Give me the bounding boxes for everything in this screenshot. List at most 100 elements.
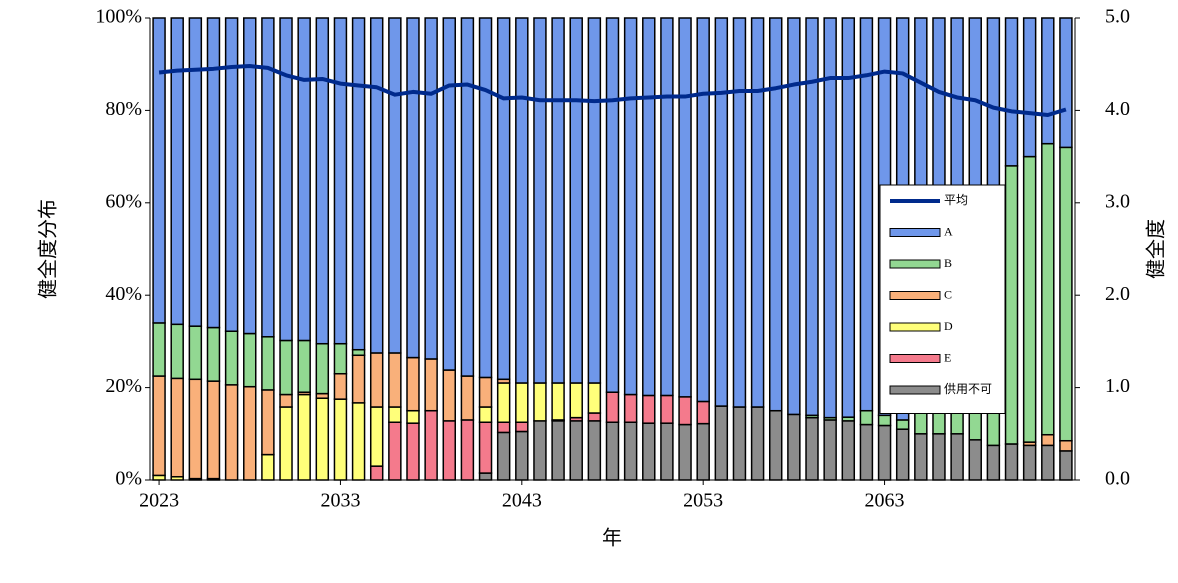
bar-segment bbox=[496, 431, 511, 481]
bar-segment bbox=[769, 17, 783, 412]
bar-segment bbox=[515, 421, 529, 433]
legend-label: B bbox=[944, 256, 952, 270]
legend-label: 供用不可 bbox=[944, 382, 992, 396]
bar-segment bbox=[660, 17, 674, 397]
y2-axis-label: 健全度 bbox=[1145, 219, 1168, 279]
y2-tick-label: 3.0 bbox=[1105, 190, 1130, 212]
bar-segment bbox=[551, 420, 565, 481]
bar-segment bbox=[406, 356, 420, 412]
bar-segment bbox=[351, 17, 366, 351]
legend-swatch bbox=[889, 322, 941, 332]
bar-segment bbox=[224, 17, 239, 332]
bar-segment bbox=[1041, 444, 1055, 481]
bar-segment bbox=[859, 409, 874, 426]
bar-segment bbox=[261, 17, 275, 338]
bar-segment bbox=[986, 444, 1001, 481]
bar-segment bbox=[188, 378, 203, 480]
bar-segment bbox=[1041, 142, 1055, 436]
bar-segment bbox=[696, 17, 710, 403]
bar-segment bbox=[152, 375, 166, 477]
bar-segment bbox=[515, 17, 529, 384]
bar-segment bbox=[478, 376, 493, 408]
bar-segment bbox=[406, 17, 420, 359]
bar-segment bbox=[642, 394, 656, 424]
bar-segment bbox=[261, 389, 275, 456]
bar-segment bbox=[569, 420, 583, 481]
bar-segment bbox=[406, 422, 420, 481]
y-tick-label: 80% bbox=[105, 98, 142, 120]
bar-segment bbox=[351, 354, 366, 404]
bar-segment bbox=[696, 400, 710, 425]
bar-segment bbox=[460, 419, 475, 481]
legend-label: 平均 bbox=[944, 193, 968, 207]
x-tick-label: 2063 bbox=[865, 490, 905, 512]
bar-segment bbox=[569, 17, 583, 384]
bar-segment bbox=[206, 17, 221, 329]
bar-segment bbox=[406, 409, 420, 424]
legend-label: A bbox=[944, 224, 953, 238]
bar-segment bbox=[877, 414, 892, 427]
bar-segment bbox=[895, 419, 910, 430]
bar-segment bbox=[152, 322, 166, 377]
bar-segment bbox=[351, 402, 366, 481]
bar-segment bbox=[986, 17, 1001, 209]
bar-segment bbox=[243, 385, 257, 481]
bar-segment bbox=[823, 419, 837, 481]
bar-segment bbox=[678, 423, 692, 481]
y2-tick-label: 5.0 bbox=[1105, 6, 1130, 28]
x-tick-label: 2033 bbox=[320, 490, 360, 512]
bar-segment bbox=[605, 421, 620, 481]
bar-segment bbox=[515, 430, 529, 481]
bar-segment bbox=[1022, 155, 1037, 443]
bar-segment bbox=[478, 472, 493, 481]
legend-swatch bbox=[889, 385, 941, 395]
legend-swatch bbox=[889, 259, 941, 269]
bar-segment bbox=[714, 17, 729, 407]
bar-segment bbox=[188, 325, 203, 381]
bar-segment bbox=[1022, 444, 1037, 481]
bar-segment bbox=[442, 17, 457, 371]
bar-segment bbox=[206, 380, 221, 480]
bar-segment bbox=[642, 17, 656, 397]
bar-segment bbox=[805, 17, 819, 417]
bar-segment bbox=[1004, 443, 1019, 481]
x-tick-label: 2023 bbox=[139, 490, 179, 512]
bar-segment bbox=[660, 422, 674, 481]
bar-segment bbox=[315, 397, 330, 481]
bar-segment bbox=[805, 416, 819, 481]
y2-tick-label: 4.0 bbox=[1105, 98, 1130, 120]
bar-segment bbox=[388, 352, 402, 408]
bar-segment bbox=[750, 406, 765, 481]
bar-segment bbox=[587, 382, 602, 414]
bar-segment bbox=[188, 17, 203, 327]
bar-segment bbox=[369, 17, 384, 354]
bar-segment bbox=[660, 394, 674, 424]
bar-segment bbox=[787, 413, 801, 481]
bar-segment bbox=[243, 17, 257, 335]
bar-segment bbox=[442, 369, 457, 422]
bar-segment bbox=[877, 424, 892, 481]
bar-segment bbox=[424, 358, 438, 412]
bar-segment bbox=[279, 17, 293, 342]
bar-segment bbox=[460, 17, 475, 377]
bar-segment bbox=[769, 409, 783, 481]
bar-segment bbox=[1059, 450, 1073, 481]
bar-segment bbox=[369, 465, 384, 481]
average-line bbox=[158, 64, 1067, 118]
bar-segment bbox=[424, 17, 438, 360]
y-tick-label: 0% bbox=[115, 468, 142, 490]
bar-segment bbox=[388, 421, 402, 481]
bar-segment bbox=[496, 17, 511, 381]
bar-segment bbox=[478, 406, 493, 423]
bar-segment bbox=[750, 17, 765, 408]
bar-segment bbox=[551, 382, 565, 421]
bar-segment bbox=[714, 405, 729, 481]
bar-segment bbox=[678, 17, 692, 398]
bar-segment bbox=[623, 393, 638, 423]
bar-segment bbox=[315, 17, 330, 345]
bar-segment bbox=[914, 433, 928, 481]
bar-segment bbox=[587, 412, 602, 422]
y2-tick-label: 0.0 bbox=[1105, 468, 1130, 490]
bar-segment bbox=[243, 332, 257, 388]
